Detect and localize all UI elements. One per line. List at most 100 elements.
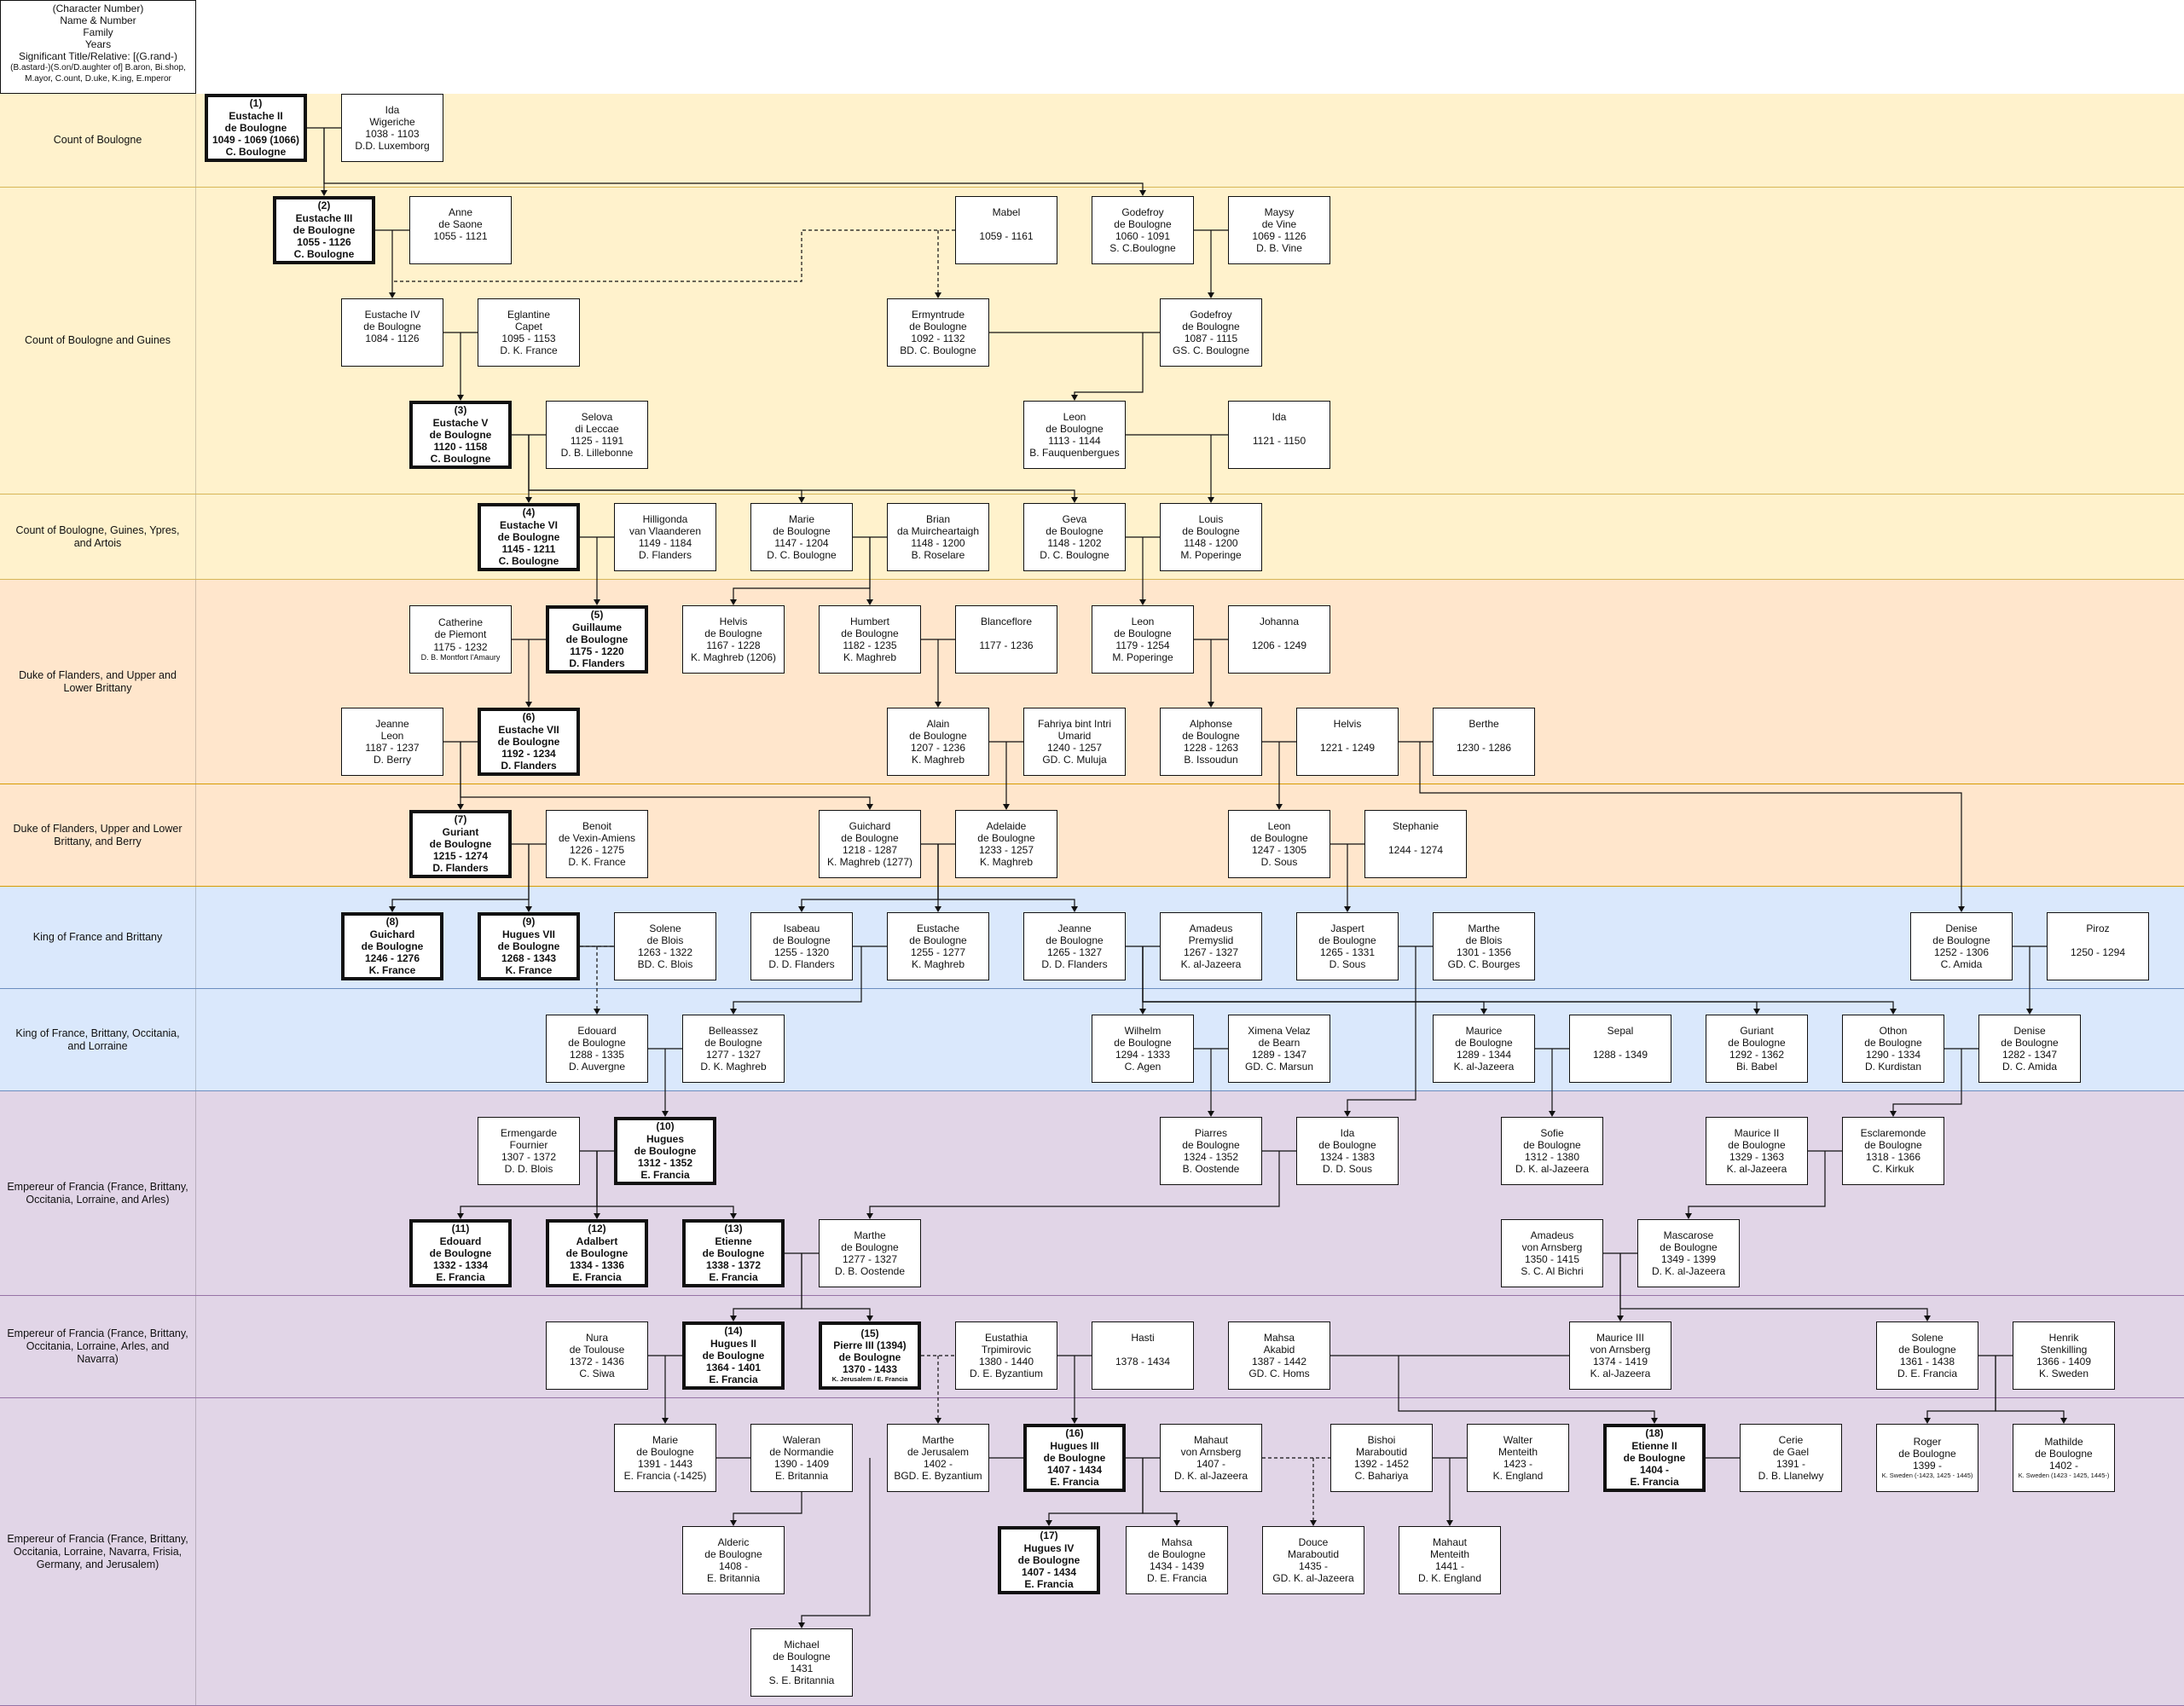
person-card[interactable]: Louis de Boulogne 1148 - 1200 M. Poperinge	[1160, 503, 1262, 571]
person-card[interactable]: Maurice de Boulogne 1289 - 1344 K. al-Jazee…	[1433, 1015, 1535, 1083]
person-card[interactable]: Eglantine Capet 1095 - 1153 D. K. France	[478, 298, 580, 367]
person-card[interactable]: Benoit de Vexin-Amiens 1226 - 1275 D. K. Fr…	[546, 810, 648, 878]
person-card[interactable]: Brian da Muircheartaigh 1148 - 1200 B. Rose…	[887, 503, 989, 571]
person-card[interactable]: Amadeus Premyslid 1267 - 1327 K. al-Jazeera	[1160, 912, 1262, 980]
person-card[interactable]: Ida de Boulogne 1324 - 1383 D. D. Sous	[1296, 1117, 1399, 1185]
person-card[interactable]: Ximena Velaz de Bearn 1289 - 1347 GD. C. Ma…	[1228, 1015, 1330, 1083]
person-card[interactable]: Solene de Blois 1263 - 1322 BD. C. Blois	[614, 912, 716, 980]
person-card[interactable]: Godefroy de Boulogne 1060 - 1091 S. C.Boulo…	[1092, 196, 1194, 264]
person-card[interactable]: Eustathia Trpimirovic 1380 - 1440 D. E. Byz…	[955, 1321, 1057, 1390]
person-card[interactable]: Piarres de Boulogne 1324 - 1352 B. Oostende	[1160, 1117, 1262, 1185]
person-card[interactable]: Ermengarde Fournier 1307 - 1372 D. D. Blois	[478, 1117, 580, 1185]
person-card[interactable]: Mathilde de Boulogne 1402 - K. Sweden (1423…	[2013, 1424, 2115, 1492]
person-card[interactable]: Geva de Boulogne 1148 - 1202 D. C. Boulogne	[1023, 503, 1126, 571]
person-card[interactable]: Alain de Boulogne 1207 - 1236 K. Maghreb	[887, 708, 989, 776]
person-card[interactable]: Catherine de Piemont 1175 - 1232 D. B. Mont…	[409, 605, 512, 674]
person-card[interactable]: Eustache IV de Boulogne 1084 - 1126	[341, 298, 443, 367]
person-card[interactable]: Sepal 1288 - 1349	[1569, 1015, 1671, 1083]
ruler-card[interactable]: (6) Eustache VII de Boulogne 1192 - 1234 D. …	[478, 708, 580, 776]
person-card[interactable]: Denise de Boulogne 1252 - 1306 C. Amida	[1910, 912, 2013, 980]
ruler-card[interactable]: (4) Eustache VI de Boulogne 1145 - 1211 C. B…	[478, 503, 580, 571]
person-card[interactable]: Guriant de Boulogne 1292 - 1362 Bi. Babel	[1706, 1015, 1808, 1083]
person-card[interactable]: Amadeus von Arnsberg 1350 - 1415 S. C. Al B…	[1501, 1219, 1603, 1287]
person-card[interactable]: Cerie de Gael 1391 - D. B. Llanelwy	[1740, 1424, 1842, 1492]
person-card[interactable]: Helvis 1221 - 1249	[1296, 708, 1399, 776]
person-card[interactable]: Humbert de Boulogne 1182 - 1235 K. Maghreb	[819, 605, 921, 674]
person-card[interactable]: Maysy de Vine 1069 - 1126 D. B. Vine	[1228, 196, 1330, 264]
person-card[interactable]: Hilligonda van Vlaanderen 1149 - 1184 D. Fl…	[614, 503, 716, 571]
person-card[interactable]: Edouard de Boulogne 1288 - 1335 D. Auvergne	[546, 1015, 648, 1083]
person-card[interactable]: Maurice II de Boulogne 1329 - 1363 K. al-Ja…	[1706, 1117, 1808, 1185]
person-card[interactable]: Marthe de Blois 1301 - 1356 GD. C. Bourges	[1433, 912, 1535, 980]
person-card[interactable]: Berthe 1230 - 1286	[1433, 708, 1535, 776]
person-card[interactable]: Mahsa de Boulogne 1434 - 1439 D. E. Francia	[1126, 1526, 1228, 1594]
person-card[interactable]: Henrik Stenkilling 1366 - 1409 K. Sweden	[2013, 1321, 2115, 1390]
person-card[interactable]: Anne de Saone 1055 - 1121	[409, 196, 512, 264]
person-card[interactable]: Othon de Boulogne 1290 - 1334 D. Kurdistan	[1842, 1015, 1944, 1083]
person-card[interactable]: Jeanne Leon 1187 - 1237 D. Berry	[341, 708, 443, 776]
person-card[interactable]: Guichard de Boulogne 1218 - 1287 K. Maghreb…	[819, 810, 921, 878]
ruler-card[interactable]: (11) Edouard de Boulogne 1332 - 1334 E. Fran…	[409, 1219, 512, 1287]
person-card[interactable]: Marie de Boulogne 1147 - 1204 D. C. Boulogn…	[750, 503, 853, 571]
person-card[interactable]: Mahaut Menteith 1441 - D. K. England	[1399, 1526, 1501, 1594]
person-card[interactable]: Selova di Leccae 1125 - 1191 D. B. Lillebon…	[546, 401, 648, 469]
person-card[interactable]: Douce Maraboutid 1435 - GD. K. al-Jazeera	[1262, 1526, 1364, 1594]
person-card[interactable]: Mahaut von Arnsberg 1407 - D. K. al-Jazeera	[1160, 1424, 1262, 1492]
person-card[interactable]: Alderic de Boulogne 1408 - E. Britannia	[682, 1526, 785, 1594]
person-card[interactable]: Roger de Boulogne 1399 - K. Sweden (-1423, …	[1876, 1424, 1978, 1492]
ruler-card[interactable]: (17) Hugues IV de Boulogne 1407 - 1434 E. Fr…	[998, 1526, 1100, 1594]
person-card[interactable]: Marthe de Jerusalem 1402 - BGD. E. Byzantiu…	[887, 1424, 989, 1492]
person-card[interactable]: Alphonse de Boulogne 1228 - 1263 B. Issoudu…	[1160, 708, 1262, 776]
person-card[interactable]: Adelaide de Boulogne 1233 - 1257 K. Maghreb	[955, 810, 1057, 878]
person-card[interactable]: Michael de Boulogne 1431 S. E. Britannia	[750, 1628, 853, 1697]
person-card[interactable]: Stephanie 1244 - 1274	[1364, 810, 1467, 878]
person-card[interactable]: Jeanne de Boulogne 1265 - 1327 D. D. Flande…	[1023, 912, 1126, 980]
person-card[interactable]: Leon de Boulogne 1113 - 1144 B. Fauquenberg…	[1023, 401, 1126, 469]
ruler-card[interactable]: (15) Pierre III (1394) de Boulogne 1370 - 1…	[819, 1321, 921, 1390]
person-card[interactable]: Ida Wigeriche 1038 - 1103 D.D. Luxemborg	[341, 94, 443, 162]
person-card[interactable]: Leon de Boulogne 1247 - 1305 D. Sous	[1228, 810, 1330, 878]
person-card[interactable]: Eustache de Boulogne 1255 - 1277 K. Maghreb	[887, 912, 989, 980]
ruler-card[interactable]: (12) Adalbert de Boulogne 1334 - 1336 E. Fra…	[546, 1219, 648, 1287]
person-card[interactable]: Jaspert de Boulogne 1265 - 1331 D. Sous	[1296, 912, 1399, 980]
person-card[interactable]: Leon de Boulogne 1179 - 1254 M. Poperinge	[1092, 605, 1194, 674]
person-card[interactable]: Blanceflore 1177 - 1236	[955, 605, 1057, 674]
person-card[interactable]: Godefroy de Boulogne 1087 - 1115 GS. C. Bou…	[1160, 298, 1262, 367]
ruler-card[interactable]: (9) Hugues VII de Boulogne 1268 - 1343 K. Fr…	[478, 912, 580, 980]
ruler-card[interactable]: (18) Etienne II de Boulogne 1404 - E. Franci…	[1603, 1424, 1706, 1492]
person-card[interactable]: Ida 1121 - 1150	[1228, 401, 1330, 469]
ruler-card[interactable]: (13) Etienne de Boulogne 1338 - 1372 E. Fran…	[682, 1219, 785, 1287]
ruler-card[interactable]: (5) Guillaume de Boulogne 1175 - 1220 D. Fla…	[546, 605, 648, 674]
person-card[interactable]: Nura de Toulouse 1372 - 1436 C. Siwa	[546, 1321, 648, 1390]
person-card[interactable]: Marie de Boulogne 1391 - 1443 E. Francia (-…	[614, 1424, 716, 1492]
person-card[interactable]: Mabel 1059 - 1161	[955, 196, 1057, 264]
ruler-card[interactable]: (14) Hugues II de Boulogne 1364 - 1401 E. Fr…	[682, 1321, 785, 1390]
ruler-card[interactable]: (7) Guriant de Boulogne 1215 - 1274 D. Fland…	[409, 810, 512, 878]
ruler-card[interactable]: (8) Guichard de Boulogne 1246 - 1276 K. Fran…	[341, 912, 443, 980]
person-card[interactable]: Waleran de Normandie 1390 - 1409 E. Britann…	[750, 1424, 853, 1492]
person-card[interactable]: Ermyntrude de Boulogne 1092 - 1132 BD. C. B…	[887, 298, 989, 367]
person-card[interactable]: Johanna 1206 - 1249	[1228, 605, 1330, 674]
person-card[interactable]: Walter Menteith 1423 - K. England	[1467, 1424, 1569, 1492]
ruler-card[interactable]: (1) Eustache II de Boulogne 1049 - 1069 (10…	[205, 94, 307, 162]
person-card[interactable]: Belleassez de Boulogne 1277 - 1327 D. K. Ma…	[682, 1015, 785, 1083]
ruler-card[interactable]: (10) Hugues de Boulogne 1312 - 1352 E. Franc…	[614, 1117, 716, 1185]
person-card[interactable]: Wilhelm de Boulogne 1294 - 1333 C. Agen	[1092, 1015, 1194, 1083]
person-card[interactable]: Esclaremonde de Boulogne 1318 - 1366 C. Kir…	[1842, 1117, 1944, 1185]
person-card[interactable]: Mascarose de Boulogne 1349 - 1399 D. K. al-…	[1637, 1219, 1740, 1287]
person-card[interactable]: Solene de Boulogne 1361 - 1438 D. E. Franci…	[1876, 1321, 1978, 1390]
ruler-card[interactable]: (2) Eustache III de Boulogne 1055 - 1126 C. …	[273, 196, 375, 264]
person-card[interactable]: Fahriya bint Intri Umarid 1240 - 1257 GD. C…	[1023, 708, 1126, 776]
ruler-card[interactable]: (16) Hugues III de Boulogne 1407 - 1434 E. F…	[1023, 1424, 1126, 1492]
person-card[interactable]: Helvis de Boulogne 1167 - 1228 K. Maghreb (…	[682, 605, 785, 674]
person-card[interactable]: Isabeau de Boulogne 1255 - 1320 D. D. Fland…	[750, 912, 853, 980]
person-card[interactable]: Marthe de Boulogne 1277 - 1327 D. B. Oosten…	[819, 1219, 921, 1287]
person-card[interactable]: Hasti 1378 - 1434	[1092, 1321, 1194, 1390]
person-card[interactable]: Mahsa Akabid 1387 - 1442 GD. C. Homs	[1228, 1321, 1330, 1390]
person-card[interactable]: Sofie de Boulogne 1312 - 1380 D. K. al-Jaze…	[1501, 1117, 1603, 1185]
person-card[interactable]: Bishoi Maraboutid 1392 - 1452 C. Bahariya	[1330, 1424, 1433, 1492]
person-card[interactable]: Maurice III von Arnsberg 1374 - 1419 K. al-…	[1569, 1321, 1671, 1390]
person-card[interactable]: Denise de Boulogne 1282 - 1347 D. C. Amida	[1978, 1015, 2081, 1083]
person-card[interactable]: Piroz 1250 - 1294	[2047, 912, 2149, 980]
